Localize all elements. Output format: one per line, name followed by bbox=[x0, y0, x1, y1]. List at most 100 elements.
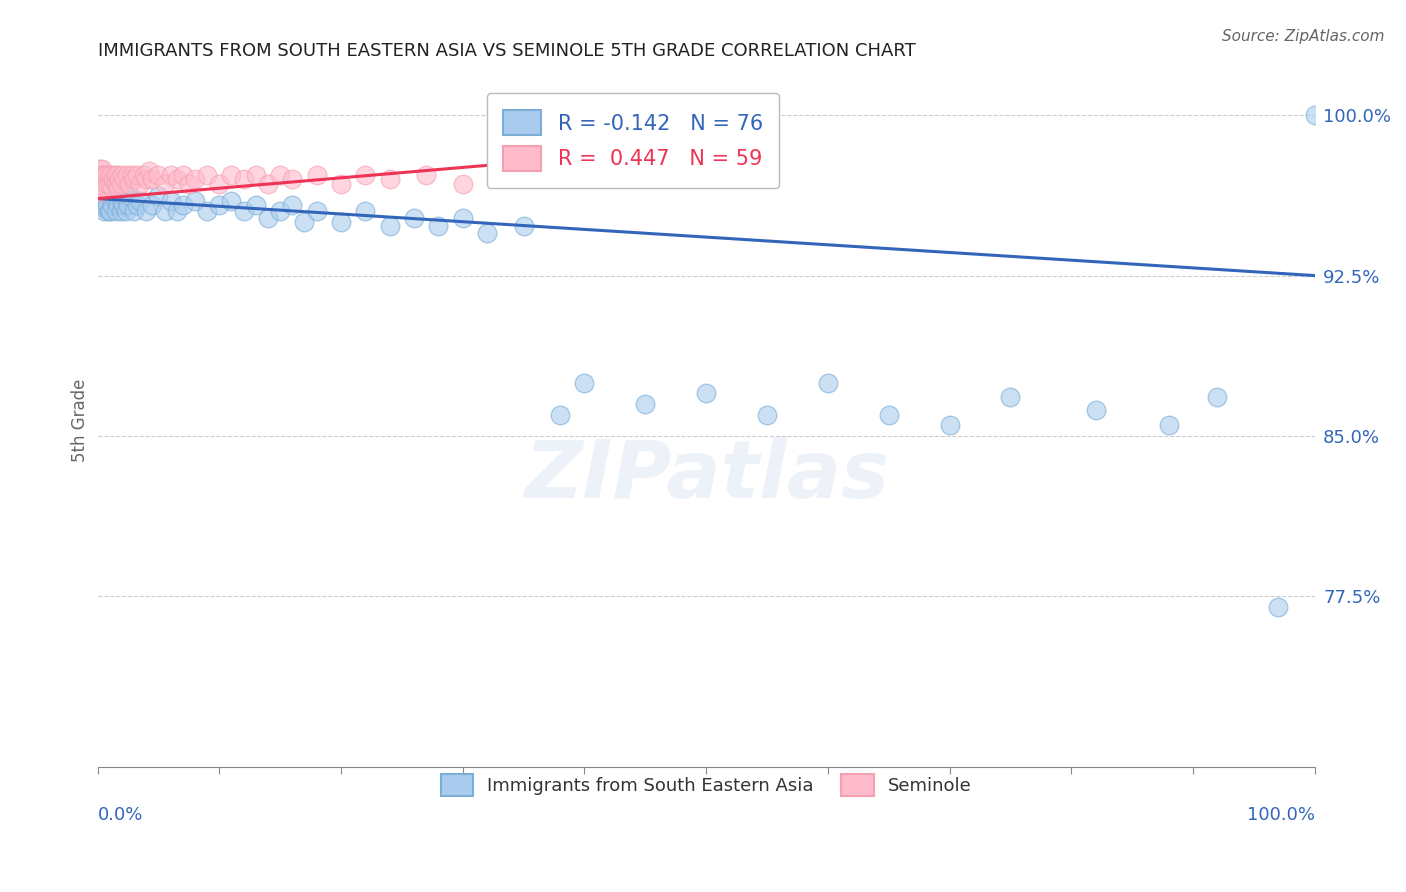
Point bbox=[148, 189, 170, 203]
Point bbox=[122, 204, 145, 219]
Point bbox=[1157, 418, 1180, 433]
Point bbox=[938, 418, 960, 433]
Point bbox=[97, 204, 120, 219]
Point bbox=[112, 198, 135, 212]
Point bbox=[138, 163, 160, 178]
Point bbox=[281, 198, 304, 212]
Point bbox=[104, 183, 127, 197]
Point bbox=[378, 172, 401, 186]
Point bbox=[427, 219, 450, 234]
Point bbox=[1303, 108, 1326, 122]
Point bbox=[172, 168, 194, 182]
Point bbox=[129, 194, 152, 208]
Point bbox=[512, 161, 534, 176]
Point bbox=[135, 204, 157, 219]
Point bbox=[110, 177, 132, 191]
Point bbox=[132, 168, 155, 182]
Point bbox=[107, 198, 129, 212]
Point bbox=[245, 198, 267, 212]
Point bbox=[634, 397, 657, 411]
Point bbox=[451, 211, 474, 225]
Point bbox=[172, 198, 194, 212]
Point bbox=[574, 376, 596, 390]
Point bbox=[208, 177, 231, 191]
Point bbox=[221, 194, 243, 208]
Point bbox=[100, 168, 122, 182]
Point bbox=[93, 168, 115, 182]
Point bbox=[269, 168, 291, 182]
Point bbox=[120, 189, 142, 203]
Text: IMMIGRANTS FROM SOUTH EASTERN ASIA VS SEMINOLE 5TH GRADE CORRELATION CHART: IMMIGRANTS FROM SOUTH EASTERN ASIA VS SE… bbox=[97, 42, 915, 60]
Point bbox=[94, 185, 117, 199]
Point bbox=[87, 183, 110, 197]
Point bbox=[451, 177, 474, 191]
Point bbox=[87, 177, 110, 191]
Point bbox=[877, 408, 900, 422]
Point bbox=[1000, 391, 1022, 405]
Point bbox=[105, 168, 128, 182]
Point bbox=[257, 211, 280, 225]
Point bbox=[104, 168, 127, 182]
Point bbox=[90, 168, 112, 182]
Point bbox=[90, 189, 112, 203]
Point bbox=[90, 185, 112, 199]
Point bbox=[91, 177, 114, 191]
Point bbox=[294, 215, 316, 229]
Point bbox=[115, 168, 138, 182]
Point bbox=[96, 177, 118, 191]
Point bbox=[111, 194, 134, 208]
Point bbox=[269, 204, 291, 219]
Point bbox=[96, 177, 118, 191]
Point bbox=[159, 168, 181, 182]
Point bbox=[153, 177, 176, 191]
Point bbox=[110, 204, 132, 219]
Point bbox=[87, 168, 110, 182]
Point bbox=[184, 194, 207, 208]
Point bbox=[97, 183, 120, 197]
Point bbox=[91, 198, 114, 212]
Point bbox=[98, 204, 121, 219]
Point bbox=[125, 198, 148, 212]
Point bbox=[89, 183, 111, 197]
Point bbox=[94, 177, 117, 191]
Text: 0.0%: 0.0% bbox=[97, 806, 143, 824]
Point bbox=[415, 168, 437, 182]
Point bbox=[112, 172, 135, 186]
Point bbox=[90, 168, 112, 182]
Point bbox=[195, 204, 218, 219]
Text: 100.0%: 100.0% bbox=[1247, 806, 1315, 824]
Point bbox=[402, 211, 425, 225]
Point bbox=[378, 219, 401, 234]
Point bbox=[354, 168, 377, 182]
Point bbox=[195, 168, 218, 182]
Point bbox=[330, 177, 353, 191]
Point bbox=[1084, 403, 1107, 417]
Point bbox=[548, 408, 571, 422]
Point bbox=[101, 181, 124, 195]
Point bbox=[184, 172, 207, 186]
Point bbox=[232, 204, 254, 219]
Text: Source: ZipAtlas.com: Source: ZipAtlas.com bbox=[1222, 29, 1385, 44]
Point bbox=[141, 172, 163, 186]
Legend: Immigrants from South Eastern Asia, Seminole: Immigrants from South Eastern Asia, Semi… bbox=[433, 767, 979, 804]
Point bbox=[98, 177, 121, 191]
Point bbox=[1206, 391, 1229, 405]
Text: ZIPatlas: ZIPatlas bbox=[523, 436, 889, 515]
Point bbox=[512, 219, 534, 234]
Point bbox=[305, 204, 328, 219]
Point bbox=[112, 189, 135, 203]
Point bbox=[122, 172, 145, 186]
Point bbox=[695, 386, 717, 401]
Point bbox=[97, 168, 120, 182]
Point bbox=[94, 181, 117, 195]
Point bbox=[330, 215, 353, 229]
Point bbox=[91, 181, 114, 195]
Point bbox=[108, 172, 131, 186]
Point bbox=[94, 194, 117, 208]
Point bbox=[94, 168, 117, 182]
Point bbox=[117, 198, 139, 212]
Point bbox=[1267, 600, 1289, 615]
Point bbox=[103, 172, 125, 186]
Point bbox=[93, 183, 115, 197]
Point bbox=[103, 189, 125, 203]
